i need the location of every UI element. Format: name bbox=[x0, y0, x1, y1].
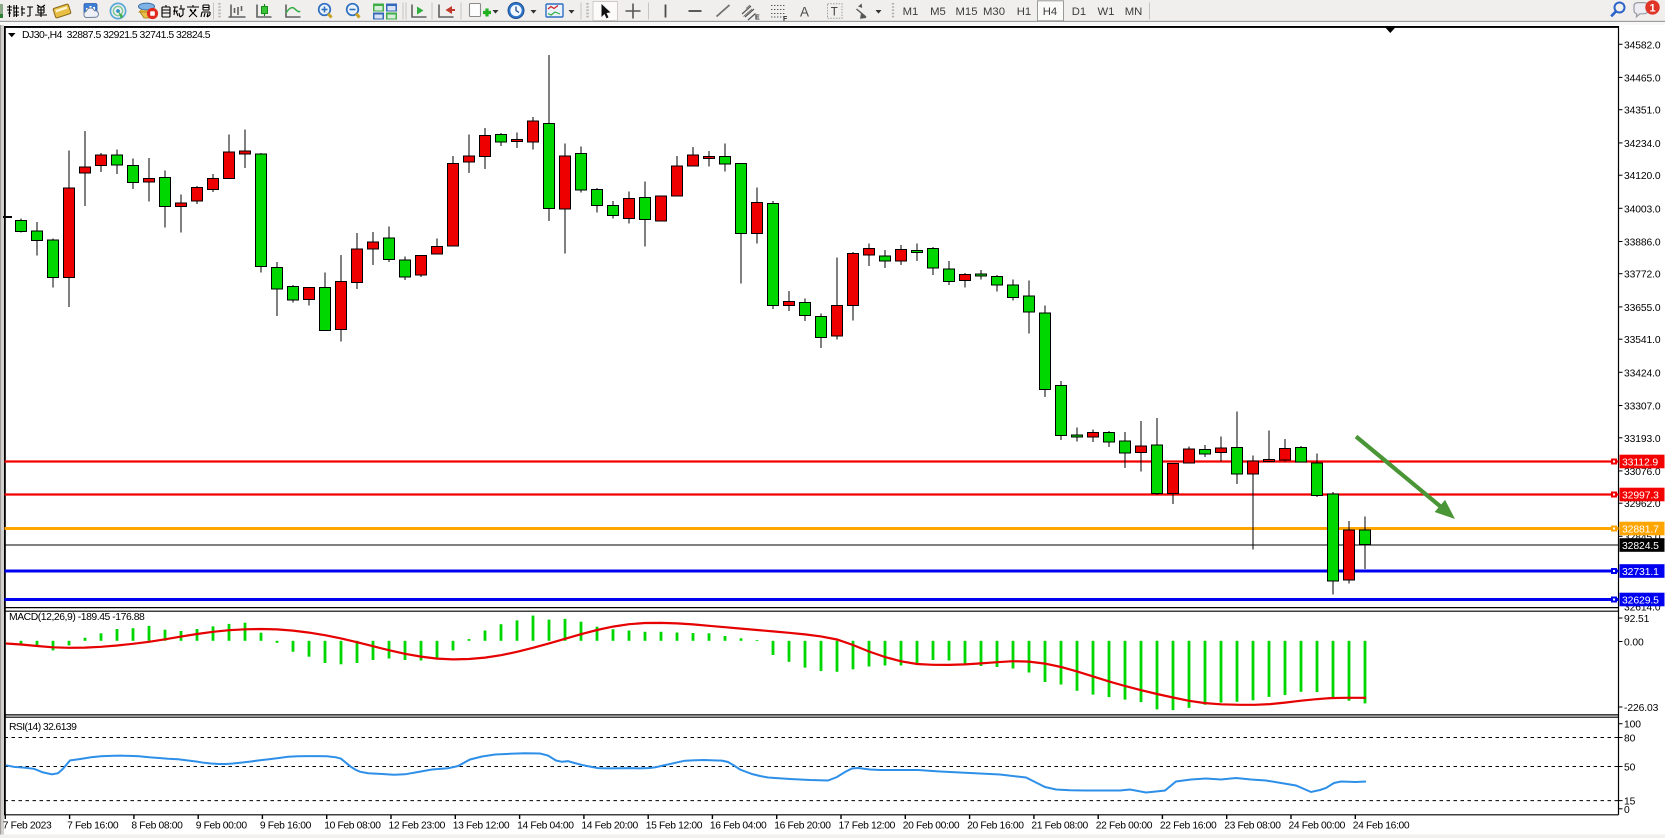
svg-text:34465.0: 34465.0 bbox=[1624, 73, 1661, 84]
svg-text:M15: M15 bbox=[956, 6, 978, 18]
svg-text:32997.3: 32997.3 bbox=[1622, 491, 1659, 502]
svg-text:7 Feb 16:00: 7 Feb 16:00 bbox=[67, 820, 119, 831]
svg-text:13 Feb 12:00: 13 Feb 12:00 bbox=[453, 820, 510, 831]
svg-text:M5: M5 bbox=[930, 6, 946, 18]
svg-text:9 Feb 16:00: 9 Feb 16:00 bbox=[260, 820, 312, 831]
svg-text:34234.0: 34234.0 bbox=[1624, 139, 1661, 150]
svg-text:15 Feb 12:00: 15 Feb 12:00 bbox=[646, 820, 703, 831]
svg-text:20 Feb 00:00: 20 Feb 00:00 bbox=[903, 820, 960, 831]
svg-text:23 Feb 08:00: 23 Feb 08:00 bbox=[1224, 820, 1281, 831]
svg-text:0: 0 bbox=[1624, 805, 1630, 816]
svg-text:34120.0: 34120.0 bbox=[1624, 171, 1661, 182]
svg-text:24 Feb 00:00: 24 Feb 00:00 bbox=[1289, 820, 1346, 831]
svg-text:MACD(12,26,9) -189.45 -176.88: MACD(12,26,9) -189.45 -176.88 bbox=[9, 612, 145, 623]
svg-text:E: E bbox=[755, 15, 760, 22]
svg-text:32731.1: 32731.1 bbox=[1622, 567, 1659, 578]
svg-text:A: A bbox=[800, 5, 809, 20]
svg-text:0.00: 0.00 bbox=[1624, 638, 1644, 649]
svg-text:16 Feb 04:00: 16 Feb 04:00 bbox=[710, 820, 767, 831]
svg-text:33772.0: 33772.0 bbox=[1624, 270, 1661, 281]
svg-text:15: 15 bbox=[1624, 797, 1636, 808]
svg-text:8 Feb 08:00: 8 Feb 08:00 bbox=[131, 820, 183, 831]
svg-text:32629.5: 32629.5 bbox=[1622, 596, 1659, 607]
svg-text:33655.0: 33655.0 bbox=[1624, 303, 1661, 314]
svg-text:H4: H4 bbox=[1043, 6, 1057, 18]
svg-text:80: 80 bbox=[1624, 734, 1636, 745]
svg-text:DJ30-,H4 32887.5 32921.5 3274: DJ30-,H4 32887.5 32921.5 32741.5 32824.5 bbox=[22, 30, 211, 41]
svg-text:D1: D1 bbox=[1072, 6, 1086, 18]
svg-text:34351.0: 34351.0 bbox=[1624, 106, 1661, 117]
svg-text:-226.03: -226.03 bbox=[1624, 703, 1659, 714]
svg-text:10 Feb 08:00: 10 Feb 08:00 bbox=[324, 820, 381, 831]
svg-text:100: 100 bbox=[1624, 720, 1641, 731]
svg-text:33541.0: 33541.0 bbox=[1624, 335, 1661, 346]
svg-text:9 Feb 00:00: 9 Feb 00:00 bbox=[196, 820, 248, 831]
svg-text:14 Feb 04:00: 14 Feb 04:00 bbox=[517, 820, 574, 831]
svg-text:MN: MN bbox=[1125, 6, 1143, 18]
svg-text:32881.7: 32881.7 bbox=[1622, 525, 1659, 536]
svg-text:50: 50 bbox=[1624, 763, 1636, 774]
svg-text:1: 1 bbox=[1649, 3, 1655, 15]
svg-text:32824.5: 32824.5 bbox=[1622, 541, 1659, 552]
svg-text:H1: H1 bbox=[1017, 6, 1031, 18]
svg-text:RSI(14) 32.6139: RSI(14) 32.6139 bbox=[9, 722, 77, 733]
svg-text:22 Feb 16:00: 22 Feb 16:00 bbox=[1160, 820, 1217, 831]
svg-text:33886.0: 33886.0 bbox=[1624, 238, 1661, 249]
svg-text:M1: M1 bbox=[903, 6, 919, 18]
svg-text:M30: M30 bbox=[983, 6, 1005, 18]
svg-text:92.51: 92.51 bbox=[1624, 614, 1650, 625]
svg-text:33424.0: 33424.0 bbox=[1624, 368, 1661, 379]
svg-text:34582.0: 34582.0 bbox=[1624, 40, 1661, 51]
svg-text:22 Feb 00:00: 22 Feb 00:00 bbox=[1096, 820, 1153, 831]
svg-text:14 Feb 20:00: 14 Feb 20:00 bbox=[581, 820, 638, 831]
svg-text:32614.0: 32614.0 bbox=[1624, 603, 1661, 614]
svg-text:34003.0: 34003.0 bbox=[1624, 204, 1661, 215]
svg-text:24 Feb 16:00: 24 Feb 16:00 bbox=[1353, 820, 1410, 831]
svg-text:21 Feb 08:00: 21 Feb 08:00 bbox=[1031, 820, 1088, 831]
svg-text:F: F bbox=[783, 16, 788, 23]
svg-text:33112.9: 33112.9 bbox=[1622, 458, 1658, 469]
svg-text:12 Feb 23:00: 12 Feb 23:00 bbox=[389, 820, 446, 831]
svg-text:33076.0: 33076.0 bbox=[1624, 467, 1661, 478]
svg-text:33307.0: 33307.0 bbox=[1624, 402, 1661, 413]
svg-text:T: T bbox=[831, 7, 838, 19]
svg-text:32962.0: 32962.0 bbox=[1624, 499, 1661, 510]
svg-text:W1: W1 bbox=[1098, 6, 1115, 18]
svg-text:33193.0: 33193.0 bbox=[1624, 434, 1661, 445]
svg-text:17 Feb 12:00: 17 Feb 12:00 bbox=[839, 820, 896, 831]
svg-text:7 Feb 2023: 7 Feb 2023 bbox=[3, 820, 52, 831]
svg-text:20 Feb 16:00: 20 Feb 16:00 bbox=[967, 820, 1024, 831]
svg-text:16 Feb 20:00: 16 Feb 20:00 bbox=[774, 820, 831, 831]
svg-text:32845.0: 32845.0 bbox=[1624, 532, 1661, 543]
